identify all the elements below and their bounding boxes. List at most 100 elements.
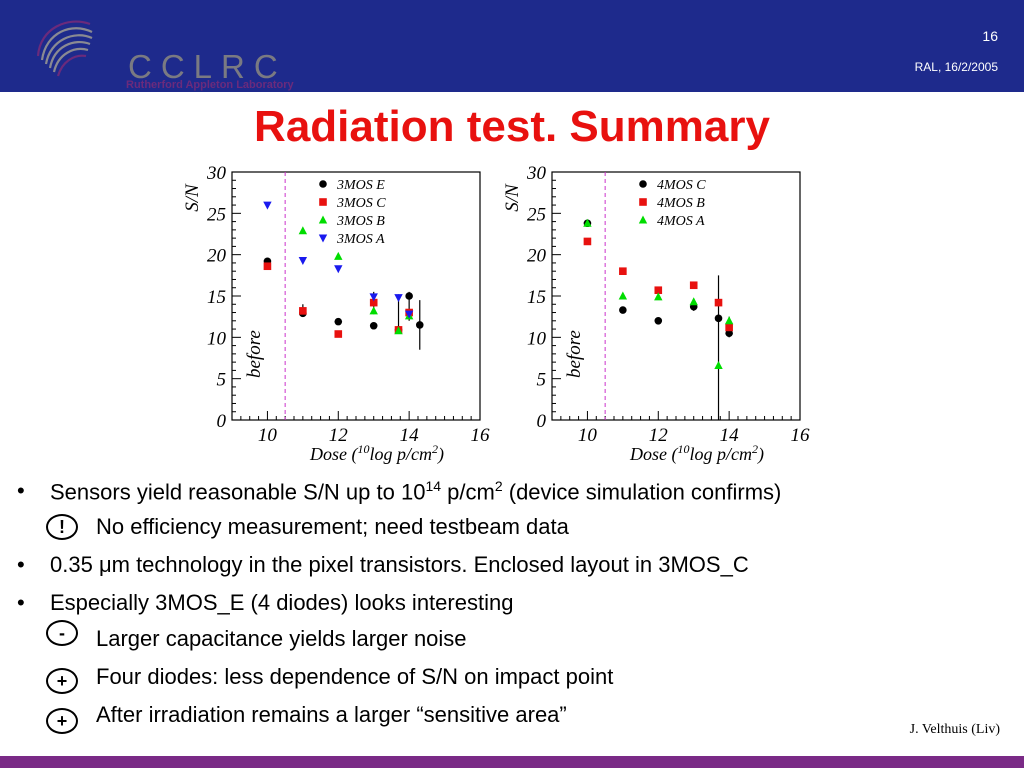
data-point-4mos-a	[689, 297, 698, 306]
x-tick-label: 12	[649, 425, 669, 446]
legend-marker	[639, 198, 647, 206]
x-axis-label: Dose (10log p/cm2)	[309, 442, 444, 465]
data-point-3mos-e	[415, 321, 424, 329]
y-tick-label: 15	[207, 287, 226, 308]
bullet-dot: •	[17, 590, 25, 615]
y-tick-label: 5	[217, 370, 227, 391]
sub-bullet-1-text: No efficiency measurement; need testbeam…	[96, 514, 569, 539]
x-tick-label: 16	[471, 425, 491, 446]
data-point-4mos-a	[583, 218, 592, 227]
sub-bullet-2-text: Larger capacitance yields larger noise	[96, 626, 467, 651]
sub-bullet-3-text: Four diodes: less dependence of S/N on i…	[96, 664, 614, 689]
cclrc-logo: CCLRC Rutherford Appleton Laboratory	[28, 10, 298, 91]
legend-label: 4MOS C	[657, 178, 706, 193]
data-point-4mos-c	[654, 317, 663, 325]
bullet-dot: •	[17, 552, 25, 577]
x-tick-label: 16	[791, 425, 811, 446]
x-tick-label: 12	[329, 425, 349, 446]
chart-4mos: 0 5 10 15 20 25 30 10 12 14 16 S/N Dose (10log p/cm2…	[500, 158, 820, 472]
y-tick-label: 0	[217, 411, 227, 432]
legend-marker	[319, 180, 327, 188]
legend-marker	[639, 180, 647, 188]
data-point-3mos-b	[298, 226, 308, 235]
legend-label: 4MOS A	[657, 214, 705, 229]
data-point-4mos-b	[689, 281, 698, 290]
data-point-3mos-c	[263, 262, 272, 271]
y-tick-label: 30	[526, 163, 547, 184]
y-tick-label: 20	[207, 246, 227, 267]
y-tick-label: 25	[207, 204, 226, 225]
y-tick-label: 20	[527, 246, 547, 267]
data-point-3mos-a	[263, 201, 272, 210]
data-point-4mos-c	[725, 329, 733, 337]
data-point-3mos-c	[334, 330, 343, 338]
data-point-4mos-b	[583, 237, 592, 246]
y-tick-label: 25	[527, 204, 546, 225]
data-point-3mos-e	[369, 321, 378, 330]
data-point-3mos-a	[369, 293, 378, 302]
y-axis-label: S/N	[182, 183, 203, 212]
data-point-4mos-c	[619, 306, 627, 314]
data-point-4mos-a	[724, 316, 734, 325]
data-point-3mos-a	[404, 310, 414, 319]
data-point-3mos-e	[334, 317, 343, 326]
chart-3mos: 0 5 10 15 20 25 30 10 12 14 16 S/N Dose (10log p/cm2…	[180, 158, 500, 472]
logo-swirl-icon	[36, 20, 93, 77]
data-point-3mos-b	[334, 251, 343, 260]
bullet-1-text: Sensors yield reasonable S/N up to 1014 …	[50, 478, 782, 505]
bullet-3-text: Especially 3MOS_E (4 diodes) looks inter…	[50, 590, 514, 615]
legend-marker	[318, 234, 328, 243]
data-point-3mos-e	[405, 292, 413, 300]
y-tick-label: 15	[527, 287, 546, 308]
x-tick-label: 10	[578, 425, 598, 446]
data-point-3mos-a	[334, 265, 343, 274]
legend-marker	[638, 215, 648, 224]
legend-marker	[319, 198, 327, 206]
data-point-3mos-b	[369, 306, 378, 315]
bullet-dot: •	[17, 478, 25, 503]
data-point-4mos-b	[714, 298, 723, 307]
chart-4mos-svg: 0 5 10 15 20 25 30 10 12 14 16 S/N Dose (10log p/cm2…	[502, 163, 811, 465]
data-point-4mos-b	[654, 286, 663, 295]
data-point-3mos-a	[298, 256, 308, 265]
y-axis-label: S/N	[502, 183, 523, 212]
legend-label: 4MOS B	[657, 196, 705, 211]
slide-title: Radiation test. Summary	[254, 102, 770, 151]
legend-label: 3MOS A	[336, 232, 385, 247]
plus-symbol-icon: +	[46, 708, 78, 734]
minus-symbol-icon: -	[46, 620, 78, 646]
sub-bullet-4-text: After irradiation remains a larger “sens…	[96, 702, 567, 727]
slide-date: RAL, 16/2/2005	[914, 60, 998, 74]
y-tick-label: 5	[537, 370, 547, 391]
logo-subtitle: Rutherford Appleton Laboratory	[126, 79, 294, 91]
x-tick-label: 14	[400, 425, 420, 446]
logo-text: CCLRC	[128, 48, 287, 85]
y-tick-label: 10	[527, 328, 547, 349]
legend-marker	[318, 215, 328, 224]
y-tick-label: 10	[207, 328, 227, 349]
x-tick-label: 14	[720, 425, 740, 446]
y-tick-label: 0	[537, 411, 547, 432]
header-bar: CCLRC Rutherford Appleton Laboratory 16 …	[0, 0, 1024, 92]
exclamation-symbol-icon: !	[46, 514, 78, 540]
data-point-4mos-b	[619, 267, 627, 275]
slide-number: 16	[982, 28, 998, 44]
data-point-4mos-b	[725, 323, 733, 332]
bottom-bar	[0, 756, 1024, 768]
footer-author: J. Velthuis (Liv)	[909, 722, 1000, 737]
data-point-4mos-c	[714, 314, 723, 323]
chart-3mos-svg: 0 5 10 15 20 25 30 10 12 14 16 S/N Dose (10log p/cm2…	[182, 163, 491, 465]
data-point-4mos-a	[714, 360, 723, 369]
data-point-4mos-a	[654, 292, 663, 301]
data-point-3mos-b	[394, 326, 403, 335]
legend-label: 3MOS E	[336, 178, 385, 193]
x-tick-label: 10	[258, 425, 278, 446]
data-point-3mos-a	[394, 294, 403, 303]
before-label: before	[244, 330, 265, 378]
plus-symbol-icon: +	[46, 668, 78, 694]
legend-label: 3MOS B	[336, 214, 385, 229]
data-point-3mos-c	[369, 298, 378, 307]
data-point-3mos-c	[299, 307, 307, 315]
x-axis-label: Dose (10log p/cm2)	[629, 442, 764, 465]
legend-label: 3MOS C	[336, 196, 386, 211]
